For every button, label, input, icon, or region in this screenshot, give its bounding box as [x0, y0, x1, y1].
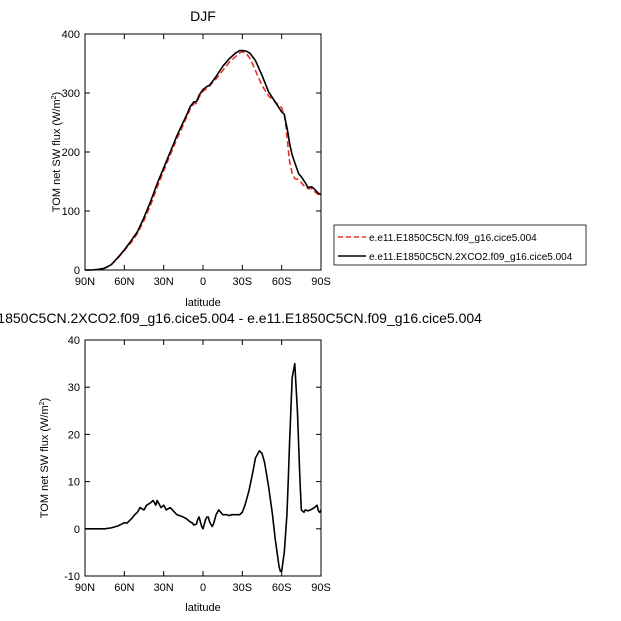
top-xtick-label: 60N — [114, 276, 134, 288]
y-axis-label-bottom: TOM net SW flux (W/m2) — [39, 398, 51, 518]
bottom-xtick-label: 60S — [272, 582, 292, 594]
top-ytick-label: 300 — [62, 88, 80, 100]
bottom-xtick-label: 90S — [311, 582, 331, 594]
chart-panel-top: DJF 90N 60N 30N 0 30S 60S 90S 0 100 200 300 400 lat… — [51, 8, 331, 309]
chart-panel-bottom: e.e11.E1850C5CN.2XCO2.f09_g16.cice5.004 … — [0, 310, 482, 614]
x-axis-label-top: latitude — [185, 297, 220, 309]
top-ytick-label: 200 — [62, 147, 80, 159]
bottom-ytick-label: 10 — [68, 477, 80, 489]
chart-top-series — [85, 49, 322, 271]
top-ytick-label: 400 — [62, 29, 80, 41]
chart-bottom-frame — [84, 339, 322, 577]
top-series-line-0 — [85, 50, 322, 271]
top-ytick-label: 100 — [62, 206, 80, 218]
bottom-xtick-label: 90N — [75, 582, 95, 594]
top-series-line-1 — [85, 49, 322, 271]
top-xtick-label: 60S — [272, 276, 292, 288]
top-xtick-label: 0 — [200, 276, 206, 288]
top-ytick-label: 0 — [74, 265, 80, 277]
top-xtick-label: 90S — [311, 276, 331, 288]
chart-title-top: DJF — [190, 8, 216, 24]
bottom-xtick-label: 30S — [233, 582, 253, 594]
top-xtick-label: 30S — [233, 276, 253, 288]
top-xtick-label: 90N — [75, 276, 95, 288]
chart-top-ticks: 90N 60N 30N 0 30S 60S 90S 0 100 200 300 400 — [62, 29, 331, 288]
legend-label-control: e.e11.E1850C5CN.f09_g16.cice5.004 — [369, 233, 537, 244]
chart-title-bottom: e.e11.E1850C5CN.2XCO2.f09_g16.cice5.004 … — [0, 310, 482, 326]
bottom-ytick-label: 30 — [68, 382, 80, 394]
y-axis-label-top: TOM net SW flux (W/m2) — [51, 92, 63, 212]
bottom-xtick-label: 60N — [114, 582, 134, 594]
legend-label-2xco2: e.e11.E1850C5CN.2XCO2.f09_g16.cice5.004 — [369, 252, 573, 263]
bottom-ytick-label: 40 — [68, 335, 80, 347]
chart-top-frame — [84, 33, 322, 271]
bottom-series-line-0 — [85, 362, 322, 573]
bottom-ytick-label: -10 — [64, 571, 80, 583]
legend-box — [333, 224, 587, 266]
bottom-xtick-label: 0 — [200, 582, 206, 594]
chart-bottom-ticks: 90N 60N 30N 0 30S 60S 90S -10 0 10 20 30 40 — [64, 335, 331, 594]
legend: e.e11.E1850C5CN.f09_g16.cice5.004 e.e11.… — [333, 224, 587, 266]
top-xtick-label: 30N — [154, 276, 174, 288]
bottom-ytick-label: 0 — [74, 524, 80, 536]
chart-bottom-series — [85, 362, 322, 573]
bottom-ytick-label: 20 — [68, 429, 80, 441]
bottom-xtick-label: 30N — [154, 582, 174, 594]
x-axis-label-bottom: latitude — [185, 602, 220, 614]
